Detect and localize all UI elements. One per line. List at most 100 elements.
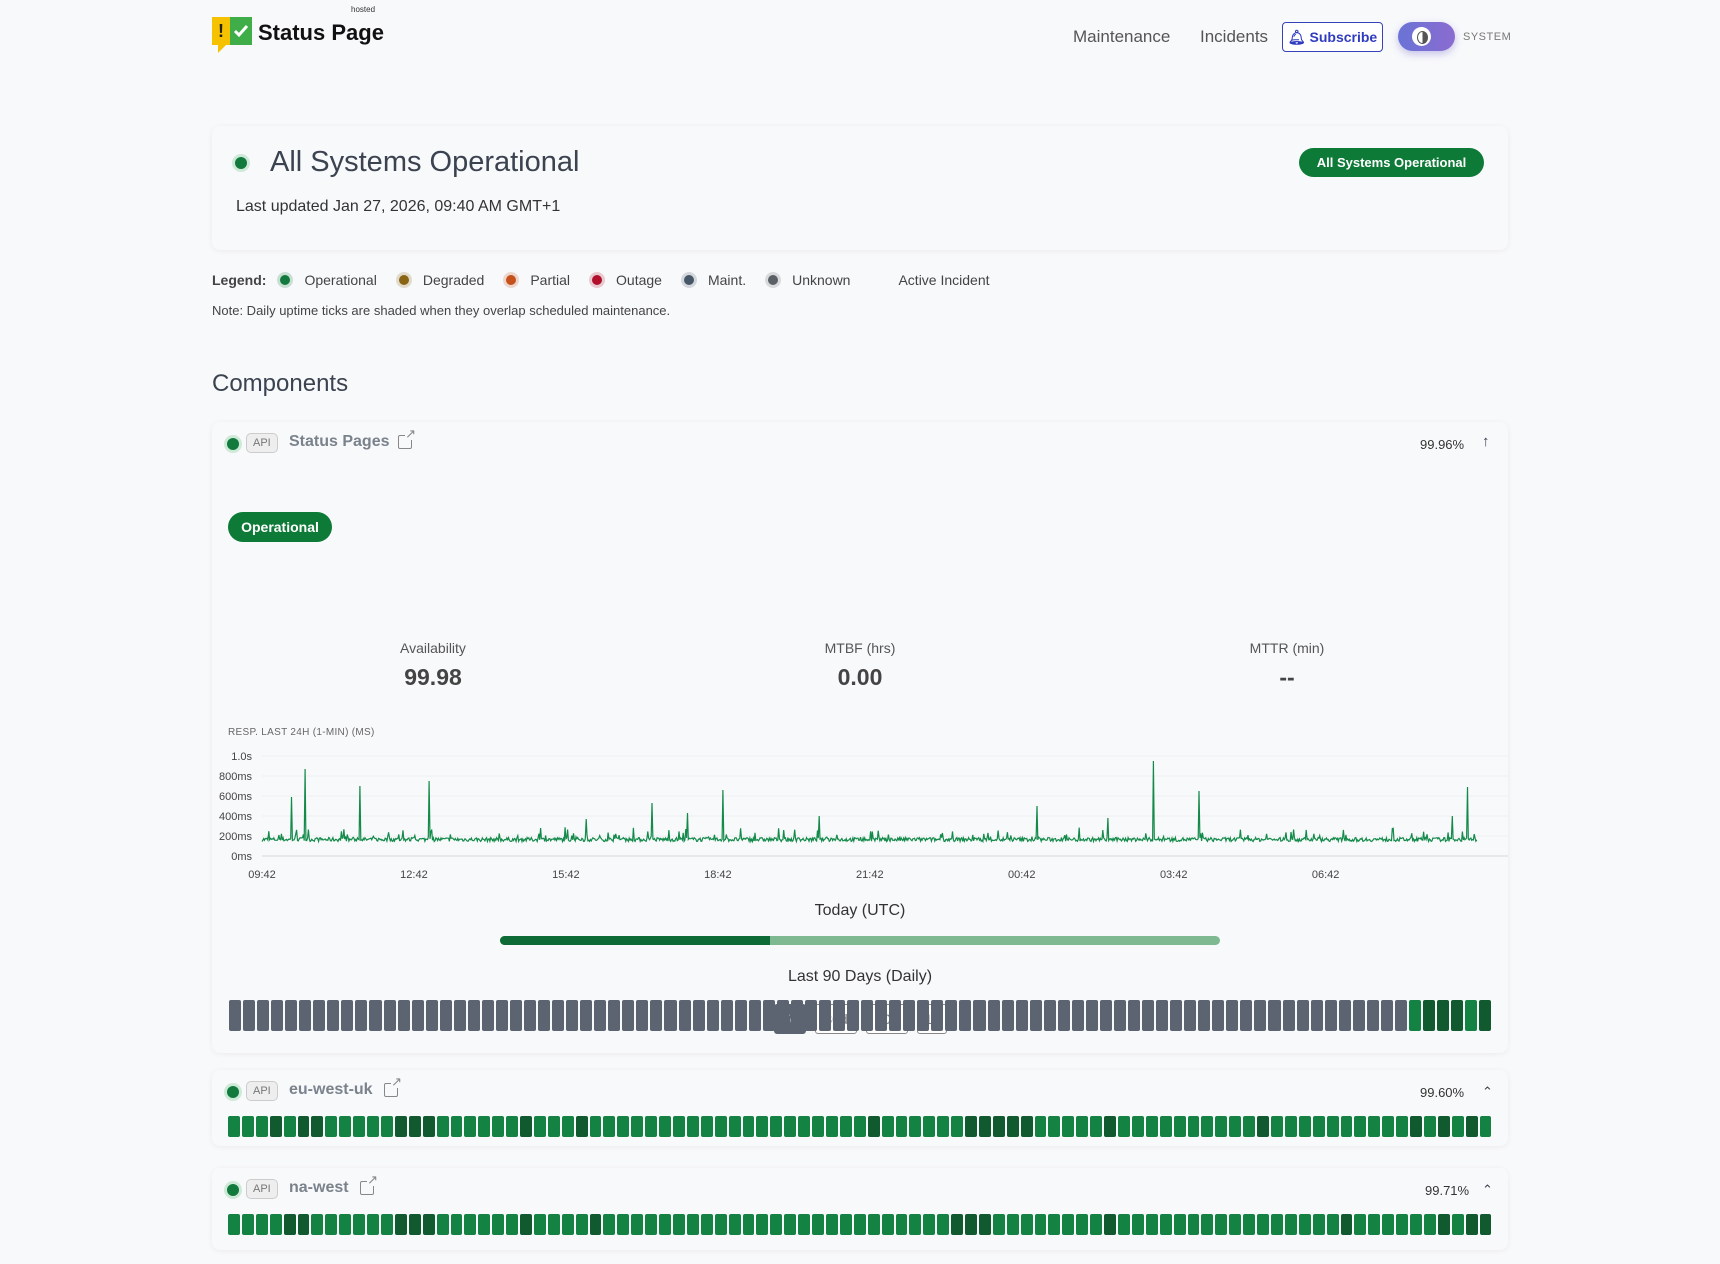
day-bar[interactable] [422, 1116, 435, 1137]
day-bar[interactable] [1340, 1214, 1353, 1235]
day-bar[interactable] [1034, 1214, 1047, 1235]
day-bar[interactable] [1423, 1214, 1436, 1235]
day-bar[interactable] [945, 1000, 958, 1031]
day-bar[interactable] [1368, 1116, 1381, 1137]
day-bar[interactable] [1284, 1214, 1297, 1235]
day-bar[interactable] [1437, 1214, 1450, 1235]
day-bar[interactable] [692, 1000, 705, 1031]
day-bar[interactable] [1159, 1116, 1172, 1137]
day-bar[interactable] [1090, 1116, 1103, 1137]
day-bar[interactable] [1326, 1214, 1339, 1235]
day-bar[interactable] [770, 1116, 783, 1137]
day-bar[interactable] [804, 1000, 817, 1031]
component-name[interactable]: na-west [289, 1179, 349, 1196]
day-bar[interactable] [1366, 1000, 1379, 1031]
day-bar[interactable] [645, 1214, 658, 1235]
day-bar[interactable] [1394, 1000, 1407, 1031]
day-bar[interactable] [492, 1214, 505, 1235]
day-bar[interactable] [561, 1116, 574, 1137]
day-bar[interactable] [1113, 1000, 1126, 1031]
day-bar[interactable] [325, 1116, 338, 1137]
day-bar[interactable] [439, 1000, 452, 1031]
day-bar[interactable] [1142, 1000, 1155, 1031]
day-bar[interactable] [1270, 1116, 1283, 1137]
day-bar[interactable] [269, 1116, 282, 1137]
day-bar[interactable] [762, 1000, 775, 1031]
day-bar[interactable] [271, 1000, 284, 1031]
day-bar[interactable] [339, 1214, 352, 1235]
day-bar[interactable] [1479, 1116, 1492, 1137]
day-bar[interactable] [397, 1000, 410, 1031]
day-bar[interactable] [987, 1000, 1000, 1031]
day-bar[interactable] [1187, 1214, 1200, 1235]
day-bar[interactable] [1048, 1214, 1061, 1235]
day-bar[interactable] [283, 1214, 296, 1235]
day-bar[interactable] [937, 1214, 950, 1235]
day-bar[interactable] [1479, 1000, 1492, 1031]
day-bar[interactable] [1215, 1214, 1228, 1235]
day-bar[interactable] [881, 1116, 894, 1137]
day-bar[interactable] [394, 1214, 407, 1235]
day-bar[interactable] [229, 1000, 242, 1031]
day-bar[interactable] [909, 1116, 922, 1137]
day-bar[interactable] [603, 1116, 616, 1137]
day-bar[interactable] [1173, 1214, 1186, 1235]
day-bar[interactable] [478, 1116, 491, 1137]
day-bar[interactable] [552, 1000, 565, 1031]
day-bar[interactable] [383, 1000, 396, 1031]
day-bar[interactable] [464, 1116, 477, 1137]
day-bar[interactable] [594, 1000, 607, 1031]
day-bar[interactable] [645, 1116, 658, 1137]
day-bar[interactable] [839, 1214, 852, 1235]
day-bar[interactable] [1324, 1000, 1337, 1031]
day-bar[interactable] [931, 1000, 944, 1031]
day-bar[interactable] [742, 1214, 755, 1235]
day-bar[interactable] [1104, 1116, 1116, 1137]
day-bar[interactable] [1131, 1214, 1144, 1235]
day-bar[interactable] [241, 1116, 254, 1137]
day-bar[interactable] [257, 1000, 270, 1031]
day-bar[interactable] [798, 1116, 811, 1137]
day-bar[interactable] [450, 1116, 463, 1137]
day-bar[interactable] [965, 1214, 977, 1235]
day-bar[interactable] [812, 1116, 824, 1137]
day-bar[interactable] [425, 1000, 438, 1031]
day-bar[interactable] [1048, 1116, 1061, 1137]
day-bar[interactable] [1254, 1000, 1267, 1031]
day-bar[interactable] [917, 1000, 930, 1031]
day-bar[interactable] [353, 1116, 366, 1137]
day-bar[interactable] [923, 1214, 936, 1235]
day-bar[interactable] [450, 1214, 463, 1235]
day-bar[interactable] [617, 1116, 630, 1137]
day-bar[interactable] [1396, 1214, 1409, 1235]
day-bar[interactable] [798, 1214, 811, 1235]
day-bar[interactable] [520, 1116, 532, 1137]
day-bar[interactable] [867, 1214, 880, 1235]
day-bar[interactable] [1284, 1116, 1297, 1137]
day-bar[interactable] [770, 1214, 783, 1235]
day-bar[interactable] [895, 1116, 908, 1137]
expand-chevron-icon[interactable]: ⌃ [1482, 1084, 1493, 1099]
day-bar[interactable] [520, 1214, 532, 1235]
day-bar[interactable] [255, 1116, 268, 1137]
day-bar[interactable] [608, 1000, 621, 1031]
day-bar[interactable] [547, 1116, 560, 1137]
day-bar[interactable] [622, 1000, 635, 1031]
day-bar[interactable] [506, 1116, 519, 1137]
day-bar[interactable] [889, 1000, 902, 1031]
day-bar[interactable] [959, 1000, 972, 1031]
day-bar[interactable] [1118, 1214, 1130, 1235]
day-bar[interactable] [228, 1214, 240, 1235]
day-bar[interactable] [1408, 1000, 1421, 1031]
day-bar[interactable] [436, 1214, 449, 1235]
day-bar[interactable] [1076, 1116, 1089, 1137]
day-bar[interactable] [297, 1214, 310, 1235]
day-bar[interactable] [650, 1000, 663, 1031]
day-bar[interactable] [673, 1116, 685, 1137]
day-bar[interactable] [1062, 1214, 1075, 1235]
day-bar[interactable] [965, 1116, 977, 1137]
day-bar[interactable] [686, 1214, 699, 1235]
day-bar[interactable] [367, 1116, 379, 1137]
nav-incidents[interactable]: Incidents [1200, 27, 1269, 46]
day-bar[interactable] [1118, 1116, 1130, 1137]
